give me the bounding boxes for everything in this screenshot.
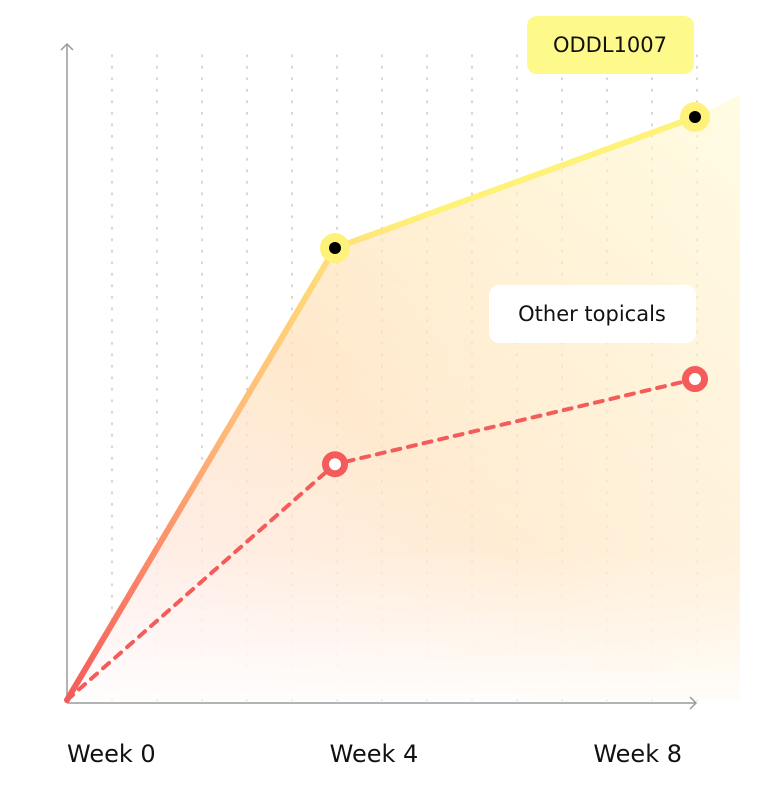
marker-dot: [689, 111, 701, 123]
x-tick-label: Week 4: [330, 740, 419, 768]
x-tick-label: Week 8: [593, 740, 682, 768]
legend-label: Other topicals: [518, 302, 666, 326]
point-marker: [680, 102, 710, 132]
point-marker: [686, 370, 705, 389]
legend-label: ODDL1007: [553, 33, 667, 57]
point-marker: [320, 233, 350, 263]
marker-dot: [329, 242, 341, 254]
point-marker: [326, 455, 345, 474]
x-tick-label: Week 0: [67, 740, 156, 768]
